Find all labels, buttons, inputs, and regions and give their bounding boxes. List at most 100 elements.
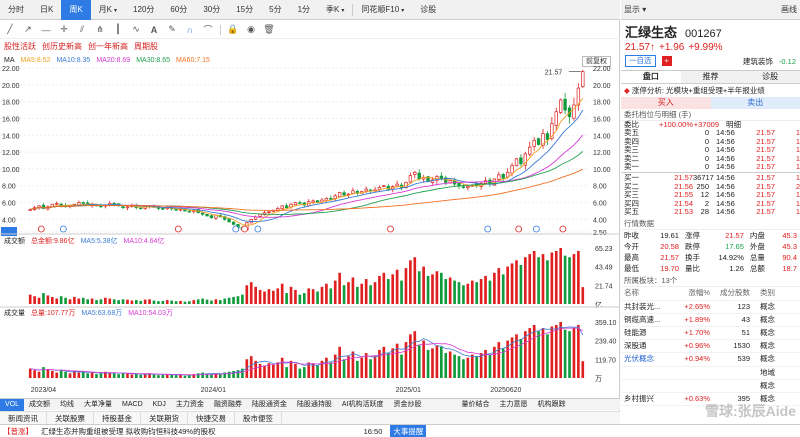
tab-7[interactable]: 15分: [236, 4, 254, 14]
tab-1[interactable]: 日K: [40, 4, 54, 14]
info-tab[interactable]: 持股基金: [94, 411, 141, 425]
indicator-tab[interactable]: MACD: [122, 400, 143, 408]
candle[interactable]: [125, 206, 130, 209]
channel-icon[interactable]: ⫽: [79, 24, 84, 34]
candle[interactable]: [311, 200, 315, 203]
event-marker[interactable]: [515, 225, 523, 233]
candle[interactable]: [536, 138, 541, 145]
candle[interactable]: [231, 221, 236, 225]
wave-icon[interactable]: ∿: [132, 24, 140, 34]
indicator-tab[interactable]: 主力资金: [175, 400, 204, 408]
candle[interactable]: [581, 71, 585, 87]
tab-4[interactable]: 120分: [133, 4, 155, 14]
rise-reason[interactable]: ◆ 涨停分析: 光模块+重组受理+半年报业绩: [621, 84, 800, 97]
candle[interactable]: [81, 202, 85, 204]
panel-tab[interactable]: 诊股: [740, 71, 800, 83]
tab-8[interactable]: 5分: [269, 4, 282, 14]
candle[interactable]: [532, 139, 536, 147]
candlestick-chart[interactable]: 22.00 22.00 20.00 20.00 18.00 18.00 16.00 16.00…: [0, 66, 620, 396]
draw-line-button[interactable]: 画线: [781, 4, 797, 15]
candle[interactable]: [200, 212, 205, 215]
sell-button[interactable]: 卖出: [710, 97, 800, 109]
industry-name[interactable]: 建筑装饰: [742, 56, 773, 66]
vertical-line-icon[interactable]: ┃: [115, 24, 121, 34]
sector-row[interactable]: 乡村振兴 +0.63% 395 概念: [621, 393, 800, 407]
panel-tab[interactable]: 盘口: [621, 71, 681, 83]
info-tab[interactable]: 关联股票: [47, 411, 94, 425]
indicator-tab[interactable]: 陆股通资金: [251, 400, 287, 408]
candle[interactable]: [364, 188, 368, 192]
event-marker[interactable]: [484, 225, 492, 233]
candle[interactable]: [417, 172, 421, 180]
info-tab[interactable]: 新闻资讯: [0, 411, 47, 425]
candle[interactable]: [554, 111, 558, 126]
tab-3[interactable]: 月K: [91, 0, 125, 20]
event-marker[interactable]: [232, 225, 240, 233]
tab-0[interactable]: 分时: [8, 4, 24, 14]
sector-row[interactable]: 地域: [621, 367, 800, 380]
candle[interactable]: [267, 211, 271, 214]
self-select-button[interactable]: 一自选: [625, 55, 656, 67]
candle[interactable]: [576, 87, 581, 106]
display-button[interactable]: 显示 ▾: [624, 5, 647, 14]
tab-2[interactable]: 周K: [61, 0, 91, 20]
candle[interactable]: [466, 186, 470, 189]
sector-row[interactable]: 概念: [621, 380, 800, 393]
candle[interactable]: [293, 202, 298, 206]
indicator-tab[interactable]: 大单净量: [84, 400, 113, 408]
candle[interactable]: [276, 208, 280, 212]
event-marker[interactable]: [532, 225, 540, 233]
event-marker[interactable]: [254, 225, 262, 233]
brush-icon[interactable]: ✎: [168, 24, 176, 34]
stock-tag[interactable]: 周期股: [134, 42, 158, 51]
candle[interactable]: [514, 158, 519, 166]
candle[interactable]: [342, 192, 346, 196]
event-marker[interactable]: [387, 225, 394, 233]
magnet-icon[interactable]: ∩: [186, 24, 194, 35]
tab-10[interactable]: 季K: [318, 0, 352, 20]
indicator-tab[interactable]: 量价结合: [461, 400, 490, 408]
indicator-tab[interactable]: VOL: [0, 398, 25, 411]
ticker-text[interactable]: 汇绿生态并购重组被受理 拟收购钧恒科技49%的股权: [41, 427, 216, 436]
candle[interactable]: [351, 190, 355, 194]
candle[interactable]: [382, 185, 386, 187]
candle[interactable]: [559, 99, 563, 113]
candle[interactable]: [258, 213, 262, 217]
tab-6[interactable]: 30分: [203, 4, 221, 14]
candle[interactable]: [139, 207, 143, 210]
indicator-tab[interactable]: 机构跟踪: [537, 400, 566, 408]
stock-tag[interactable]: 创历史新高: [42, 42, 82, 51]
lock-icon[interactable]: 🔒: [227, 24, 239, 34]
ticker-link[interactable]: 大事提醒: [390, 425, 427, 437]
candle[interactable]: [413, 171, 417, 175]
indicator-tab[interactable]: AI机构活跃度: [341, 400, 384, 408]
candle[interactable]: [563, 98, 567, 111]
indicator-tab[interactable]: KDJ: [152, 400, 166, 408]
candle[interactable]: [59, 203, 63, 206]
candle[interactable]: [161, 207, 165, 210]
candle[interactable]: [505, 171, 510, 178]
ray-icon[interactable]: ↗: [24, 24, 32, 34]
indicator-tab[interactable]: 成交额: [29, 400, 51, 408]
info-tab[interactable]: 快捷交易: [188, 411, 235, 425]
horizontal-line-icon[interactable]: —: [41, 24, 51, 35]
candle[interactable]: [501, 174, 505, 179]
candle[interactable]: [121, 206, 125, 208]
candle[interactable]: [227, 218, 231, 223]
arc-icon[interactable]: ⌒: [203, 25, 213, 35]
tab-12[interactable]: 诊股: [420, 4, 437, 14]
candle[interactable]: [386, 186, 390, 190]
candle[interactable]: [284, 205, 289, 208]
candle[interactable]: [550, 123, 554, 139]
candle[interactable]: [183, 209, 187, 212]
plus-button[interactable]: +: [661, 56, 672, 66]
event-marker[interactable]: [37, 225, 45, 233]
candle[interactable]: [333, 195, 337, 200]
event-marker[interactable]: [174, 225, 182, 233]
indicator-tab[interactable]: 融资融券: [213, 400, 242, 408]
candle[interactable]: [187, 210, 192, 213]
text-icon[interactable]: A: [150, 24, 158, 35]
news-ticker[interactable]: 【普涨】 汇绿生态并购重组被受理 拟收购钧恒科技49%的股权 16:50 大事提…: [0, 424, 800, 437]
candle[interactable]: [408, 175, 413, 183]
candle[interactable]: [41, 204, 46, 209]
